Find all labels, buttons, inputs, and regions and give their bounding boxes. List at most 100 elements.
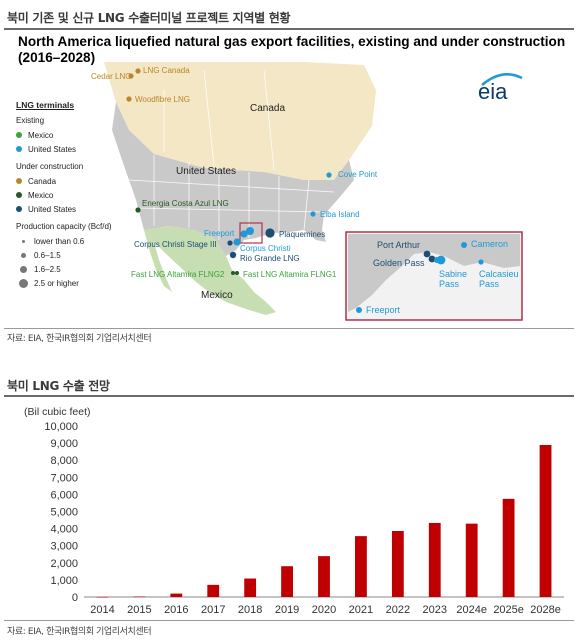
marker-freeport bbox=[240, 230, 248, 238]
label-canada: Canada bbox=[250, 103, 285, 114]
bar-2018 bbox=[244, 578, 257, 597]
x-tick-label: 2022 bbox=[386, 604, 410, 616]
legend-existing-label: Existing bbox=[16, 116, 45, 125]
y-axis: 0 1,000 2,000 3,000 4,000 5,000 6,000 7,000 8,00… bbox=[44, 421, 78, 604]
inset-label-freeport: Freeport bbox=[366, 305, 401, 315]
label-altamira-2: Fast LNG Altamira FLNG2 bbox=[131, 270, 225, 279]
chart-unit-label: (Bil cubic feet) bbox=[24, 406, 91, 418]
bar-2028e bbox=[539, 444, 552, 597]
inset-label-sabine-text: Sabine bbox=[439, 269, 467, 279]
map-legend: LNG terminals Existing Mexico United Stat… bbox=[16, 100, 141, 290]
united-states-region bbox=[112, 102, 354, 256]
legend-capacity-row: 0.6–1.5 bbox=[16, 248, 141, 262]
chart-source-note: 자료: EIA, 한국IR협의회 기업리서치센터 bbox=[7, 627, 152, 637]
legend-under-construction-list: Canada Mexico United States bbox=[16, 174, 141, 216]
x-tick-label: 2020 bbox=[312, 604, 336, 616]
marker-cedar-lng bbox=[128, 73, 134, 79]
x-tick-label: 2015 bbox=[127, 604, 151, 616]
marker-cc-stage3 bbox=[227, 240, 233, 246]
x-tick-label: 2019 bbox=[275, 604, 299, 616]
x-tick-label: 2017 bbox=[201, 604, 225, 616]
inset-label-golden-pass: Golden Pass bbox=[373, 258, 425, 268]
legend-heading: LNG terminals bbox=[16, 100, 75, 110]
label-lng-canada: LNG Canada bbox=[143, 66, 190, 75]
bar-2019 bbox=[281, 566, 293, 597]
label-rio-grande: Rio Grande LNG bbox=[240, 254, 300, 263]
section-divider-2 bbox=[4, 395, 574, 397]
label-altamira-1: Fast LNG Altamira FLNG1 bbox=[243, 270, 337, 279]
marker-elba-island bbox=[310, 211, 316, 217]
inset-marker-freeport bbox=[356, 307, 362, 313]
label-united-states: United States bbox=[176, 166, 236, 177]
marker-lng-canada bbox=[135, 68, 141, 74]
legend-capacity-row: lower than 0.6 bbox=[16, 234, 141, 248]
label-corpus-christi: Corpus Christi bbox=[240, 244, 291, 253]
inset-label-sabine: Sabine Pass bbox=[439, 269, 467, 289]
bar-2023 bbox=[428, 522, 441, 597]
legend-dot-icon bbox=[16, 132, 22, 138]
y-tick-label: 2,000 bbox=[50, 558, 78, 570]
label-woodfibre-lng: Woodfibre LNG bbox=[135, 95, 190, 104]
label-cedar-lng: Cedar LNG bbox=[91, 72, 131, 81]
legend-existing-row: United States bbox=[16, 142, 141, 156]
canada-region bbox=[104, 62, 376, 180]
marker-rio-grande bbox=[229, 251, 237, 259]
x-tick-label: 2018 bbox=[238, 604, 262, 616]
bar-2020 bbox=[318, 556, 330, 597]
marker-corpus-christi bbox=[233, 238, 241, 246]
legend-uc-label: Canada bbox=[28, 176, 57, 186]
label-cc-stage3: Corpus Christi Stage III bbox=[134, 240, 217, 249]
legend-uc-label: Mexico bbox=[28, 190, 54, 200]
legend-under-construction-label: Under construction bbox=[16, 162, 84, 171]
legend-capacity-list: lower than 0.6 0.6–1.5 1.6–2.5 2.5 or highe… bbox=[16, 234, 141, 290]
chart-bottom-rule bbox=[4, 620, 574, 621]
map-source-note: 자료: EIA, 한국IR협의회 기업리서치센터 bbox=[7, 334, 152, 344]
legend-existing-label: United States bbox=[28, 144, 77, 154]
map-title: North America liquefied natural gas expo… bbox=[18, 34, 566, 65]
x-tick-label: 2016 bbox=[164, 604, 188, 616]
y-tick-label: 3,000 bbox=[50, 541, 78, 553]
marker-sabine-cluster bbox=[246, 227, 254, 235]
y-tick-label: 6,000 bbox=[50, 489, 78, 501]
legend-capacity-label: 1.6–2.5 bbox=[34, 264, 61, 274]
marker-plaquemines bbox=[265, 228, 275, 238]
marker-altamira-2 bbox=[231, 271, 235, 275]
label-cove-point: Cove Point bbox=[338, 170, 378, 179]
mexico-region bbox=[144, 226, 276, 315]
section-title-chart: 북미 LNG 수출 전망 bbox=[7, 379, 110, 393]
y-tick-label: 9,000 bbox=[50, 438, 78, 450]
inset-marker-port-arthur bbox=[423, 250, 431, 258]
label-costa-azul: Energia Costa Azul LNG bbox=[142, 199, 229, 208]
inset-locator-box bbox=[239, 222, 263, 244]
lng-export-bar-chart: (Bil cubic feet) 0 1,000 2,000 3,000 4,000 5,… bbox=[24, 406, 564, 616]
legend-dot-icon bbox=[16, 206, 22, 212]
legend-existing-label: Mexico bbox=[28, 130, 54, 140]
legend-uc-row: United States bbox=[16, 202, 141, 216]
inset-marker-cameron bbox=[461, 242, 467, 248]
legend-dot-icon bbox=[16, 178, 22, 184]
baja-region bbox=[144, 230, 172, 292]
inset-gulf-coast-land bbox=[348, 234, 520, 312]
capacity-circle-icon bbox=[16, 265, 30, 274]
bars bbox=[96, 444, 552, 598]
map-bottom-rule bbox=[4, 328, 574, 329]
marker-cove-point bbox=[326, 172, 332, 178]
bar-2016 bbox=[170, 593, 183, 597]
label-mexico: Mexico bbox=[201, 290, 233, 301]
inset-marker-sabine-pass bbox=[436, 255, 446, 265]
legend-capacity-row: 2.5 or higher bbox=[16, 276, 141, 290]
y-tick-label: 7,000 bbox=[50, 472, 78, 484]
north-america-map: Canada United States Mexico Cedar LNG LN… bbox=[91, 62, 523, 321]
inset-label-calcasieu: Calcasieu Pass bbox=[479, 269, 519, 289]
bar-2024e bbox=[465, 523, 478, 597]
legend-dot-icon bbox=[16, 146, 22, 152]
marker-altamira-1 bbox=[235, 271, 239, 275]
section-divider bbox=[4, 28, 574, 30]
map-panel: Canada United States Mexico Cedar LNG LN… bbox=[4, 30, 574, 326]
bar-2015 bbox=[133, 596, 146, 598]
legend-uc-label: United States bbox=[28, 204, 77, 214]
bar-2017 bbox=[207, 584, 220, 597]
x-tick-label: 2014 bbox=[90, 604, 114, 616]
legend-dot-icon bbox=[16, 192, 22, 198]
state-borders bbox=[128, 69, 335, 240]
